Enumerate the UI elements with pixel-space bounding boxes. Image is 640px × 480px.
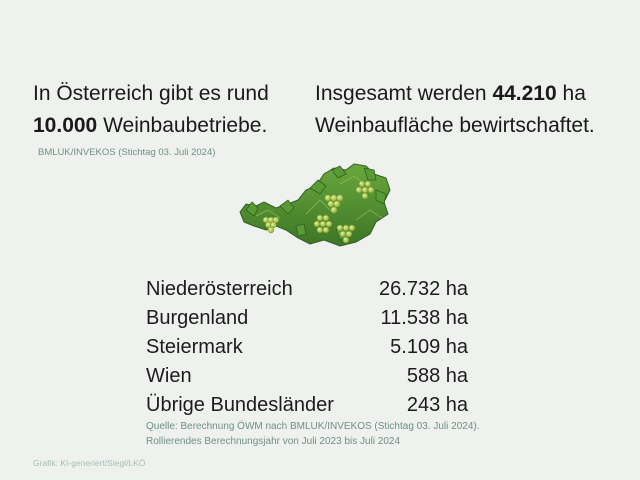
farms-count: 10.000 [33, 114, 98, 137]
area-unit: ha [562, 82, 586, 105]
source-bottom: Quelle: Berechnung ÖWM nach BMLUK/INVEKO… [146, 421, 480, 447]
region-name: Niederösterreich [146, 278, 293, 300]
region-name: Steiermark [146, 336, 243, 358]
region-area: 243 ha [406, 394, 468, 416]
source-top: BMLUK/INVEKOS (Stichtag 03. Juli 2024) [38, 147, 216, 158]
region-area: 5.109 ha [390, 336, 468, 358]
region-area: 588 ha [406, 365, 468, 387]
region-area-table: Niederösterreich 26.732 ha Burgenland 11… [146, 275, 468, 420]
region-area: 26.732 ha [379, 278, 468, 300]
region-name: Burgenland [146, 307, 249, 329]
headline-area: Insgesamt werden 44.210 ha Weinbaufläche… [315, 78, 625, 142]
graphic-credit: Grafik: KI-generiert/Siegl/LKÖ [33, 458, 146, 468]
headline-area-pre: Insgesamt werden [315, 82, 487, 105]
table-row: Übrige Bundesländer 243 ha [146, 391, 468, 420]
headline-farms-post: Weinbaubetriebe. [103, 114, 268, 137]
region-area: 11.538 ha [380, 307, 469, 329]
table-row: Steiermark 5.109 ha [146, 333, 468, 362]
austria-vine-map-icon [239, 163, 391, 247]
area-total: 44.210 [492, 82, 557, 105]
headline-farms: In Österreich gibt es rund 10.000 Weinba… [33, 78, 303, 142]
headline-farms-pre: In Österreich gibt es rund [33, 82, 269, 105]
table-row: Burgenland 11.538 ha [146, 304, 468, 333]
region-name: Übrige Bundesländer [146, 394, 334, 416]
table-row: Niederösterreich 26.732 ha [146, 275, 468, 304]
region-name: Wien [146, 365, 192, 387]
headline-area-post: Weinbaufläche bewirtschaftet. [315, 114, 595, 137]
table-row: Wien 588 ha [146, 362, 468, 391]
